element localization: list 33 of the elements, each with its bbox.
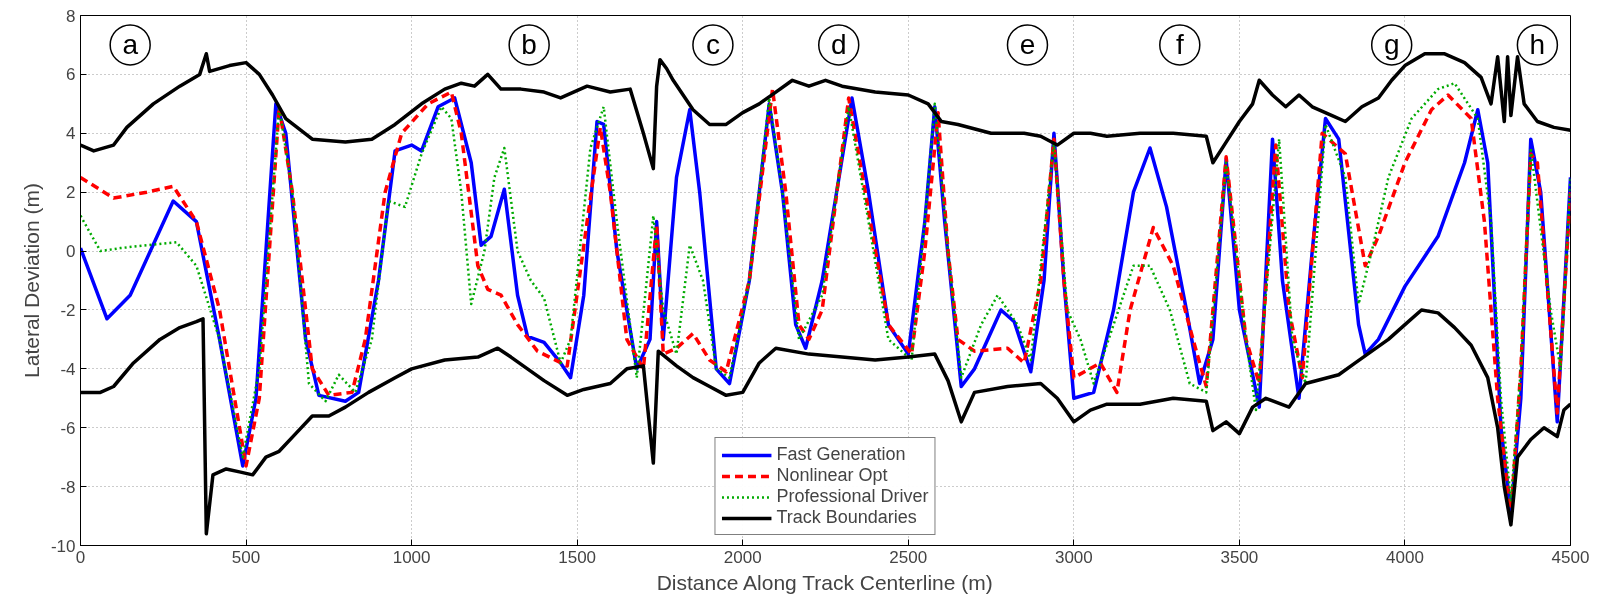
annotation: b (521, 29, 537, 61)
y-tick-label: 4 (66, 124, 76, 144)
x-tick-label: 1000 (392, 547, 431, 567)
y-tick-label: 6 (66, 65, 76, 85)
legend-label: Professional Driver (776, 486, 929, 507)
x-tick-label: 4500 (1551, 547, 1590, 567)
annotation: d (830, 29, 847, 61)
annotation: f (1175, 29, 1184, 61)
x-tick-label: 3000 (1054, 547, 1093, 567)
y-tick-label: -2 (60, 300, 76, 320)
x-tick-label: 2000 (723, 547, 762, 567)
annotation: c (705, 29, 720, 61)
x-tick-label: 2500 (889, 547, 928, 567)
y-tick-label: 8 (66, 6, 76, 26)
y-axis-title: Lateral Deviation (m) (19, 183, 43, 378)
annotation: e (1019, 29, 1036, 61)
y-tick-label: -4 (60, 359, 76, 379)
legend-label: Nonlinear Opt (776, 465, 888, 486)
x-tick-label: 4000 (1386, 547, 1424, 567)
annotation: h (1529, 29, 1546, 61)
annotation: a (122, 29, 139, 61)
x-tick-label: 1500 (558, 547, 597, 567)
legend-label: Track Boundaries (776, 507, 917, 528)
annotation: g (1383, 29, 1400, 61)
legend-label: Fast Generation (776, 444, 906, 465)
x-tick-label: 3500 (1220, 547, 1259, 567)
y-tick-label: -8 (60, 477, 76, 497)
y-tick-label: 2 (66, 183, 76, 203)
y-tick-label: 0 (66, 242, 76, 262)
y-tick-label: -6 (60, 418, 76, 438)
x-axis-title: Distance Along Track Centerline (m) (656, 570, 993, 594)
y-tick-label: -10 (50, 536, 76, 556)
x-tick-label: 500 (231, 547, 261, 567)
